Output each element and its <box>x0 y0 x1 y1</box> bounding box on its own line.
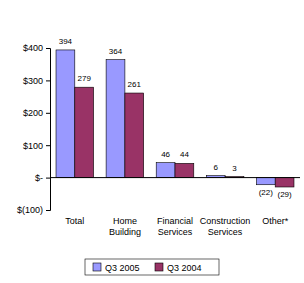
x-tick-label-line: Home <box>113 216 137 226</box>
data-label: 394 <box>59 37 73 46</box>
data-label: (22) <box>259 188 274 197</box>
x-tick-label: ConstructionServices <box>200 216 251 237</box>
data-label: 261 <box>128 80 142 89</box>
data-label: 3 <box>232 164 237 173</box>
x-tick-label-line: Construction <box>200 216 251 226</box>
y-tick-mark <box>46 113 50 114</box>
y-tick: $400 <box>23 43 50 53</box>
x-axis: TotalHomeBuildingFinancialServicesConstr… <box>65 216 288 237</box>
x-tick-label-line: Total <box>65 216 84 226</box>
bar <box>156 163 175 178</box>
x-tick-label-line: Other* <box>262 216 289 226</box>
y-tick-label: $- <box>35 173 43 183</box>
x-tick-label: HomeBuilding <box>109 216 141 237</box>
y-tick-mark <box>46 210 50 211</box>
y-axis-line <box>46 49 51 211</box>
y-tick-label: $100 <box>23 141 43 151</box>
y-tick: $100 <box>23 141 50 151</box>
y-tick: $300 <box>23 76 50 86</box>
y-tick-label: $400 <box>23 43 43 53</box>
data-label: 6 <box>213 163 218 172</box>
bar <box>256 178 275 185</box>
y-tick-label: $200 <box>23 108 43 118</box>
bar <box>56 50 75 178</box>
bar <box>275 178 294 187</box>
bars <box>56 50 294 187</box>
zero-line <box>50 177 300 178</box>
y-tick: $- <box>35 173 50 183</box>
y-tick: $200 <box>23 108 50 118</box>
y-tick-mark <box>46 178 50 179</box>
chart: $(100) $- $100 $200 $300 $400 394 364 46 6 (22) 279… <box>0 0 304 283</box>
data-label: (29) <box>277 190 292 199</box>
legend-swatch <box>93 263 101 271</box>
data-label: 44 <box>180 150 189 159</box>
legend-label: Q3 2004 <box>167 263 202 273</box>
x-tick-label-line: Financial <box>157 216 193 226</box>
x-tick-label-line: Services <box>158 227 193 237</box>
x-tick-label: FinancialServices <box>157 216 193 237</box>
bar <box>106 60 125 178</box>
legend: Q3 2005 Q3 2004 <box>85 259 219 275</box>
data-label: 279 <box>78 74 92 83</box>
y-tick: $(100) <box>17 205 50 215</box>
y-tick-mark <box>46 145 50 146</box>
y-tick-label: $(100) <box>17 205 43 215</box>
plot: $(100) $- $100 $200 $300 $400 394 364 46 6 (22) 279… <box>17 37 300 237</box>
data-label: 46 <box>161 150 170 159</box>
data-label: 364 <box>109 47 123 56</box>
legend-box <box>85 259 219 275</box>
bar <box>75 87 94 177</box>
x-tick-label-line: Building <box>109 227 141 237</box>
legend-label: Q3 2005 <box>105 263 140 273</box>
y-tick-mark <box>46 48 50 49</box>
legend-swatch <box>155 263 163 271</box>
y-axis: $(100) $- $100 $200 $300 $400 <box>17 43 51 215</box>
y-tick-mark <box>46 80 50 81</box>
bar <box>175 163 194 177</box>
x-tick-label: Total <box>65 216 84 226</box>
bar <box>125 93 144 178</box>
y-tick-label: $300 <box>23 76 43 86</box>
data-labels: 394 364 46 6 (22) 279 261 44 3 (29) <box>59 37 292 199</box>
x-tick-label: Other* <box>262 216 289 226</box>
x-tick-label-line: Services <box>208 227 243 237</box>
